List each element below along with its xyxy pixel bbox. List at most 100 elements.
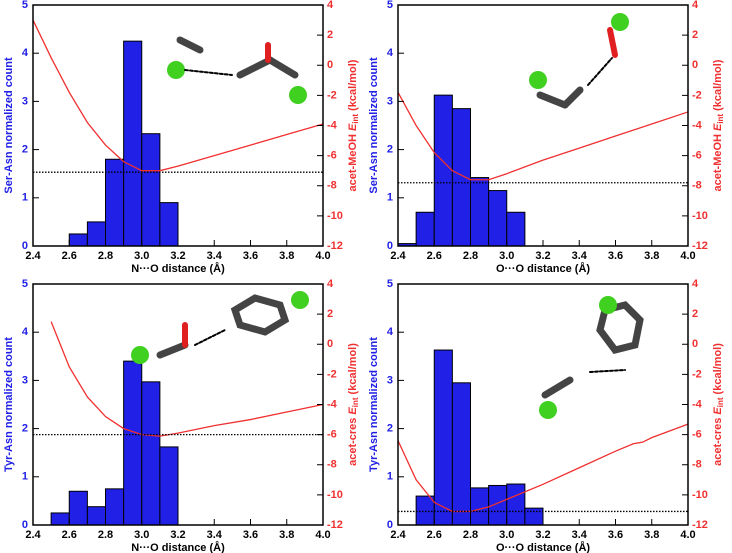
y-tick-label: 2 (22, 423, 28, 435)
bar (159, 202, 179, 247)
bar (123, 40, 143, 247)
y-tick-label: 4 (22, 47, 29, 59)
y2-tick-label: 0 (692, 338, 698, 350)
y2-tick-label: 0 (327, 59, 333, 71)
x-tick-label: 2.4 (25, 250, 41, 262)
x-tick-label: 3.2 (170, 529, 185, 541)
y2-axis-label-part: E (712, 407, 724, 415)
x-tick-label: 2.6 (62, 529, 77, 541)
x-tick-label: 3.6 (608, 529, 623, 541)
x-tick-label: 3.8 (279, 250, 294, 262)
y2-axis-label: acet-cres Eint (kcal/mol) (347, 343, 360, 466)
x-tick-label: 3.6 (243, 529, 258, 541)
y-tick-label: 0 (22, 519, 28, 531)
y2-tick-label: 4 (327, 0, 334, 11)
panel: 2.4 2.6 2.8 3.0 3.2 3.4 3.6 3.8 4.0 0 1 2 3 4 5 -12 -10 -… (368, 278, 725, 553)
y2-tick-label: -4 (692, 398, 703, 410)
x-tick-label: 2.8 (98, 529, 113, 541)
y2-axis-label-part: int (351, 114, 360, 124)
y2-axis-label-part: acet-MeOH (712, 134, 724, 192)
x-tick-label: 4.0 (315, 529, 330, 541)
y2-tick-label: 2 (692, 29, 698, 41)
bar (141, 133, 161, 247)
y-tick-label: 2 (387, 144, 393, 156)
y-tick-label: 1 (22, 192, 28, 204)
x-tick-label: 3.2 (170, 250, 185, 262)
y2-axis-label-part: acet-cres (712, 418, 724, 466)
x-tick-label: 3.0 (499, 250, 514, 262)
x-axis-label: N···O distance (Å) (131, 541, 225, 553)
y-tick-label: 3 (22, 95, 28, 107)
panel: 2.4 2.6 2.8 3.0 3.2 3.4 3.6 3.8 4.0 0 1 2 3 4 5 -12 -10 -… (3, 278, 360, 553)
y2-axis-label-part: (kcal/mol) (712, 59, 724, 111)
y2-axis-label-part: int (716, 397, 725, 407)
y2-tick-label: -8 (692, 459, 702, 471)
y-tick-label: 4 (22, 326, 29, 338)
y-axis-label: Tyr-Asn normalized count (368, 337, 380, 472)
bar (105, 488, 125, 526)
y2-tick-label: -4 (327, 398, 338, 410)
x-tick-label: 2.8 (463, 529, 478, 541)
y2-axis-label: acet-MeOH Eint (kcal/mol) (347, 59, 360, 191)
y-tick-label: 2 (22, 144, 28, 156)
y-tick-label: 1 (387, 471, 393, 483)
bar (470, 177, 490, 247)
y2-tick-label: -8 (327, 459, 337, 471)
bar (524, 507, 544, 526)
y2-tick-label: 4 (327, 278, 334, 290)
y2-tick-label: -2 (692, 368, 702, 380)
x-tick-label: 3.8 (279, 529, 294, 541)
x-tick-label: 3.6 (243, 250, 258, 262)
x-tick-label: 3.0 (134, 250, 149, 262)
bar (50, 512, 70, 526)
y2-tick-label: -12 (692, 240, 708, 252)
x-tick-label: 2.4 (390, 250, 406, 262)
energy-line (50, 321, 324, 437)
x-tick-label: 4.0 (315, 250, 330, 262)
bar (506, 483, 526, 526)
y2-axis-label: acet-cres Eint (kcal/mol) (712, 343, 725, 466)
energy-line (32, 19, 324, 172)
y2-tick-label: 4 (692, 278, 699, 290)
bar (68, 233, 88, 247)
bar (159, 446, 179, 526)
y-tick-label: 4 (387, 326, 394, 338)
x-tick-label: 2.4 (390, 529, 406, 541)
x-axis-label: N···O distance (Å) (131, 262, 225, 275)
bar (86, 221, 106, 247)
x-tick-label: 4.0 (680, 250, 695, 262)
y2-tick-label: 4 (692, 0, 699, 11)
y2-axis-label-part: E (347, 123, 359, 131)
y2-tick-label: -10 (327, 210, 343, 222)
y2-tick-label: -8 (692, 180, 702, 192)
x-tick-label: 3.4 (207, 250, 223, 262)
panel: 2.4 2.6 2.8 3.0 3.2 3.4 3.6 3.8 4.0 0 1 2 3 4 5 -12 -10 -… (3, 0, 360, 275)
bar (68, 490, 88, 526)
y-tick-label: 3 (387, 374, 393, 386)
y-tick-label: 4 (387, 47, 394, 59)
x-tick-label: 2.6 (427, 250, 442, 262)
x-tick-label: 4.0 (680, 529, 695, 541)
y-tick-label: 0 (387, 519, 393, 531)
y2-tick-label: -4 (692, 119, 703, 131)
bar (123, 360, 143, 526)
x-tick-label: 2.6 (62, 250, 77, 262)
bar (415, 495, 435, 526)
x-axis-label: O···O distance (Å) (496, 541, 590, 553)
y2-axis-label-part: acet-cres (347, 418, 359, 466)
x-tick-label: 3.2 (535, 529, 550, 541)
y2-tick-label: -10 (692, 489, 708, 501)
y-tick-label: 3 (387, 95, 393, 107)
y2-tick-label: -6 (327, 429, 337, 441)
y-tick-label: 1 (22, 471, 28, 483)
energy-line (397, 92, 689, 181)
bar (506, 211, 526, 247)
x-tick-label: 2.8 (463, 250, 478, 262)
y-tick-label: 5 (22, 0, 28, 11)
y-tick-label: 0 (387, 240, 393, 252)
y2-axis-label-part: E (347, 407, 359, 415)
y2-tick-label: 2 (327, 29, 333, 41)
y-tick-label: 5 (387, 0, 393, 11)
y2-axis-label-part: int (716, 114, 725, 124)
